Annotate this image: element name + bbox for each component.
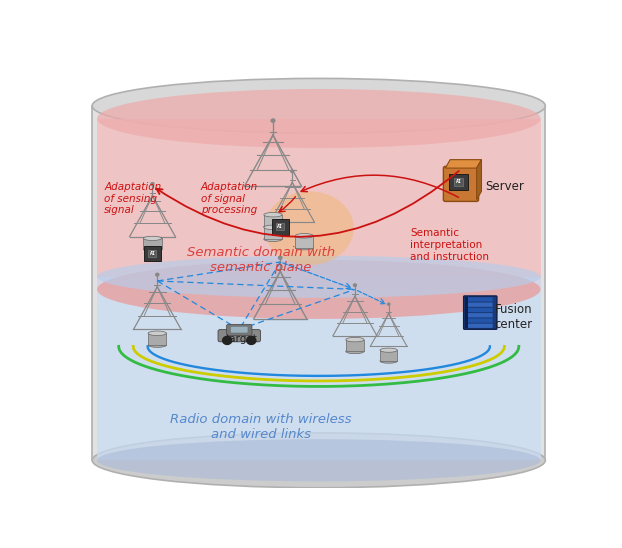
FancyBboxPatch shape	[92, 106, 545, 460]
FancyBboxPatch shape	[97, 118, 541, 289]
Polygon shape	[445, 159, 481, 168]
Ellipse shape	[346, 349, 364, 353]
FancyBboxPatch shape	[264, 215, 282, 226]
Text: AI: AI	[150, 250, 156, 255]
Ellipse shape	[264, 191, 354, 265]
Text: target: target	[226, 334, 258, 344]
Ellipse shape	[97, 260, 541, 319]
Circle shape	[223, 336, 232, 345]
FancyBboxPatch shape	[276, 224, 284, 230]
Text: Semantic domain with
semantic plane: Semantic domain with semantic plane	[187, 246, 335, 274]
FancyBboxPatch shape	[264, 227, 282, 239]
Ellipse shape	[295, 233, 313, 238]
FancyBboxPatch shape	[468, 313, 493, 317]
Ellipse shape	[97, 89, 541, 148]
Circle shape	[353, 284, 356, 287]
FancyBboxPatch shape	[380, 350, 397, 361]
Text: Server: Server	[485, 180, 524, 192]
Text: Adaptation
of signal
processing: Adaptation of signal processing	[201, 182, 258, 215]
FancyBboxPatch shape	[463, 296, 497, 329]
Circle shape	[156, 273, 159, 276]
FancyBboxPatch shape	[295, 236, 313, 248]
Text: Adaptation
of sensing
signal: Adaptation of sensing signal	[104, 182, 162, 215]
Polygon shape	[476, 159, 481, 199]
Ellipse shape	[295, 246, 313, 250]
Circle shape	[388, 303, 390, 305]
FancyBboxPatch shape	[465, 297, 468, 328]
Ellipse shape	[264, 224, 282, 229]
Circle shape	[151, 182, 154, 185]
FancyBboxPatch shape	[143, 238, 162, 249]
Ellipse shape	[143, 236, 162, 241]
FancyBboxPatch shape	[449, 174, 468, 190]
FancyBboxPatch shape	[97, 277, 541, 460]
Ellipse shape	[143, 247, 162, 252]
Ellipse shape	[346, 338, 364, 342]
Ellipse shape	[148, 343, 167, 347]
Ellipse shape	[148, 331, 167, 335]
FancyBboxPatch shape	[443, 167, 478, 202]
FancyBboxPatch shape	[468, 298, 493, 301]
FancyBboxPatch shape	[468, 302, 493, 307]
Text: AI: AI	[277, 225, 283, 230]
Ellipse shape	[264, 225, 282, 230]
FancyBboxPatch shape	[468, 308, 493, 312]
Ellipse shape	[380, 359, 397, 363]
Ellipse shape	[380, 348, 397, 352]
Ellipse shape	[264, 237, 282, 242]
Ellipse shape	[92, 78, 545, 133]
Ellipse shape	[97, 255, 541, 298]
Text: Semantic
interpretation
and instruction: Semantic interpretation and instruction	[411, 229, 490, 262]
Circle shape	[271, 119, 275, 122]
Text: Fusion
center: Fusion center	[494, 303, 533, 331]
Ellipse shape	[92, 433, 545, 488]
FancyBboxPatch shape	[218, 329, 261, 342]
FancyBboxPatch shape	[149, 250, 157, 256]
FancyBboxPatch shape	[468, 318, 493, 323]
FancyBboxPatch shape	[148, 333, 167, 345]
FancyBboxPatch shape	[272, 219, 289, 235]
Text: Radio domain with wireless
and wired links: Radio domain with wireless and wired lin…	[170, 413, 351, 441]
FancyBboxPatch shape	[454, 178, 463, 186]
FancyBboxPatch shape	[226, 324, 252, 336]
Circle shape	[291, 170, 294, 173]
Ellipse shape	[264, 213, 282, 217]
Text: AI: AI	[456, 179, 462, 184]
Circle shape	[279, 256, 282, 259]
Circle shape	[247, 336, 256, 345]
FancyBboxPatch shape	[468, 324, 493, 328]
FancyBboxPatch shape	[231, 327, 248, 333]
FancyBboxPatch shape	[346, 340, 364, 351]
Ellipse shape	[97, 439, 541, 481]
FancyBboxPatch shape	[144, 246, 161, 261]
